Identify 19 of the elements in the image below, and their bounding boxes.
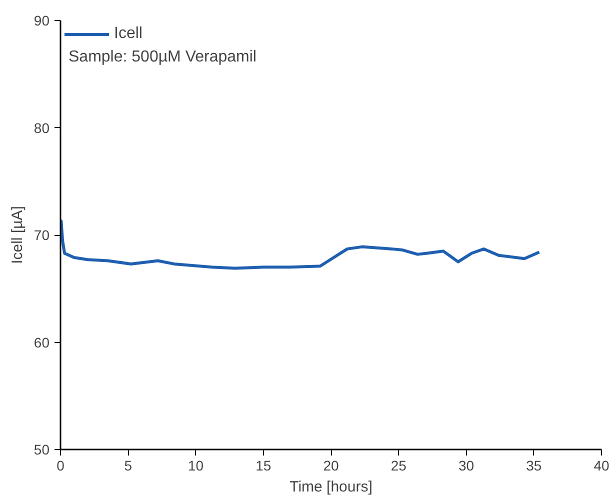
annotation: Sample: 500µM Verapamil <box>68 48 256 66</box>
y-tick-label: 50 <box>34 442 50 458</box>
x-axis-title: Time [hours] <box>290 478 372 496</box>
x-tick-label: 35 <box>526 458 542 474</box>
x-tick-label: 0 <box>56 458 65 474</box>
x-tick-label: 5 <box>124 458 132 474</box>
x-tick-label: 40 <box>594 458 610 474</box>
y-tick-label: 60 <box>34 334 50 350</box>
x-tick-label: 10 <box>188 458 204 474</box>
legend-label: Icell <box>114 25 142 43</box>
x-tick-label: 30 <box>458 458 474 474</box>
x-tick-label: 20 <box>323 458 339 474</box>
y-tick-label: 70 <box>34 227 50 243</box>
y-tick-label: 80 <box>34 120 50 136</box>
line-series <box>60 220 541 270</box>
x-tick-label: 15 <box>256 458 272 474</box>
y-axis-title: Icell [µA] <box>8 206 26 264</box>
y-tick-label: 90 <box>34 12 50 28</box>
x-tick-label: 25 <box>390 458 407 474</box>
